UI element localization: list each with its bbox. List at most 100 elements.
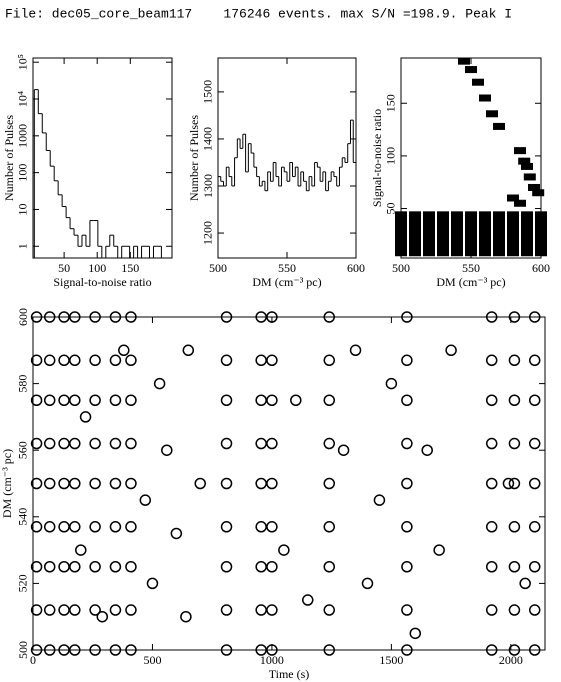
event-marker	[395, 211, 407, 219]
event-marker	[437, 211, 449, 219]
event-marker	[89, 604, 101, 616]
event-marker	[535, 249, 547, 257]
event-marker	[69, 311, 81, 323]
event-marker	[528, 354, 541, 367]
event-marker	[323, 604, 336, 616]
event-marker	[423, 223, 435, 231]
event-marker	[266, 521, 278, 533]
x-axis-label: Signal-to-noise ratio	[53, 275, 151, 289]
event-marker	[278, 544, 290, 556]
event-marker	[465, 236, 477, 244]
event-marker	[507, 217, 519, 225]
event-marker	[361, 577, 374, 590]
event-marker	[290, 394, 302, 406]
event-marker	[401, 477, 413, 490]
event-marker	[323, 394, 336, 406]
event-marker	[493, 230, 505, 238]
y-axis-label: Signal-to-noise ratio	[370, 109, 384, 207]
event-marker	[508, 644, 521, 656]
event-marker	[508, 561, 521, 573]
y-tick-label: 10⁵	[16, 54, 30, 70]
event-marker	[323, 477, 336, 490]
event-marker	[485, 521, 498, 533]
event-marker	[493, 223, 505, 231]
event-marker	[109, 437, 122, 450]
event-marker	[535, 230, 547, 238]
event-marker	[472, 78, 484, 86]
event-marker	[255, 521, 267, 533]
event-marker	[465, 66, 477, 74]
event-marker	[89, 561, 101, 573]
event-marker	[125, 394, 137, 406]
event-marker	[528, 437, 541, 450]
event-marker	[255, 561, 267, 573]
event-marker	[43, 561, 56, 573]
event-marker	[401, 604, 413, 616]
event-marker	[89, 477, 101, 490]
event-marker	[451, 249, 463, 257]
event-marker	[485, 311, 498, 323]
event-marker	[528, 311, 541, 323]
event-marker	[465, 249, 477, 257]
event-marker	[385, 377, 398, 390]
event-marker	[395, 249, 407, 257]
event-marker	[161, 444, 173, 456]
y-axis-label: Number of Pulses	[187, 115, 201, 201]
event-marker	[323, 354, 336, 367]
event-marker	[493, 122, 505, 130]
event-marker	[437, 223, 449, 231]
event-marker	[535, 236, 547, 244]
event-marker	[89, 644, 101, 656]
event-marker	[485, 561, 498, 573]
event-marker	[493, 249, 505, 257]
event-marker	[30, 311, 43, 323]
event-marker	[30, 477, 43, 490]
event-marker	[535, 211, 547, 219]
event-marker	[451, 236, 463, 244]
event-marker	[465, 230, 477, 238]
y-tick-label: 1400	[201, 127, 215, 151]
y-tick-label: 520	[16, 574, 30, 592]
event-marker	[485, 354, 498, 367]
event-marker	[535, 217, 547, 225]
event-marker	[401, 354, 413, 367]
event-marker	[69, 477, 81, 490]
event-marker	[528, 561, 541, 573]
event-marker	[79, 411, 92, 423]
y-tick-label: 100	[384, 147, 398, 165]
event-marker	[58, 354, 70, 367]
event-marker	[69, 354, 81, 367]
event-marker	[69, 561, 81, 573]
event-marker	[266, 604, 278, 616]
event-marker	[395, 242, 407, 250]
event-marker	[479, 242, 491, 250]
y-tick-label: 150	[384, 94, 398, 112]
y-tick-label: 1300	[201, 174, 215, 198]
event-marker	[508, 521, 521, 533]
event-marker	[508, 311, 521, 323]
y-tick-label: 100	[16, 164, 30, 182]
event-marker	[125, 437, 137, 450]
event-marker	[109, 354, 122, 367]
event-marker	[220, 561, 233, 573]
event-marker	[255, 477, 267, 490]
event-marker	[409, 230, 421, 238]
event-marker	[89, 437, 101, 450]
event-marker	[409, 627, 422, 640]
event-marker	[266, 561, 278, 573]
event-marker	[89, 311, 101, 323]
event-marker	[69, 437, 81, 450]
event-marker	[109, 394, 122, 406]
y-tick-label: 1500	[201, 80, 215, 104]
event-marker	[465, 223, 477, 231]
event-marker	[493, 242, 505, 250]
event-marker	[507, 249, 519, 257]
y-axis-label: Number of Pulses	[2, 115, 16, 201]
figure-title: File: dec05_core_beam117 176246 events. …	[5, 6, 512, 21]
y-tick-label: 1000	[16, 124, 30, 148]
event-marker	[507, 223, 519, 231]
event-marker	[409, 236, 421, 244]
event-marker	[109, 561, 122, 573]
event-marker	[395, 230, 407, 238]
event-marker	[30, 644, 43, 656]
